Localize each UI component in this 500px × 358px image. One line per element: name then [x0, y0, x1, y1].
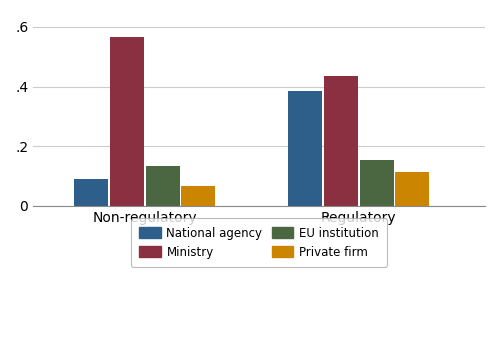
Bar — [395, 171, 429, 206]
Bar — [360, 160, 394, 206]
Bar — [110, 37, 144, 206]
Bar — [146, 166, 180, 206]
Bar — [288, 91, 322, 206]
Bar — [182, 187, 216, 206]
Bar — [324, 76, 358, 206]
Legend: National agency, Ministry, EU institution, Private firm: National agency, Ministry, EU institutio… — [131, 218, 387, 267]
Bar — [74, 179, 108, 206]
